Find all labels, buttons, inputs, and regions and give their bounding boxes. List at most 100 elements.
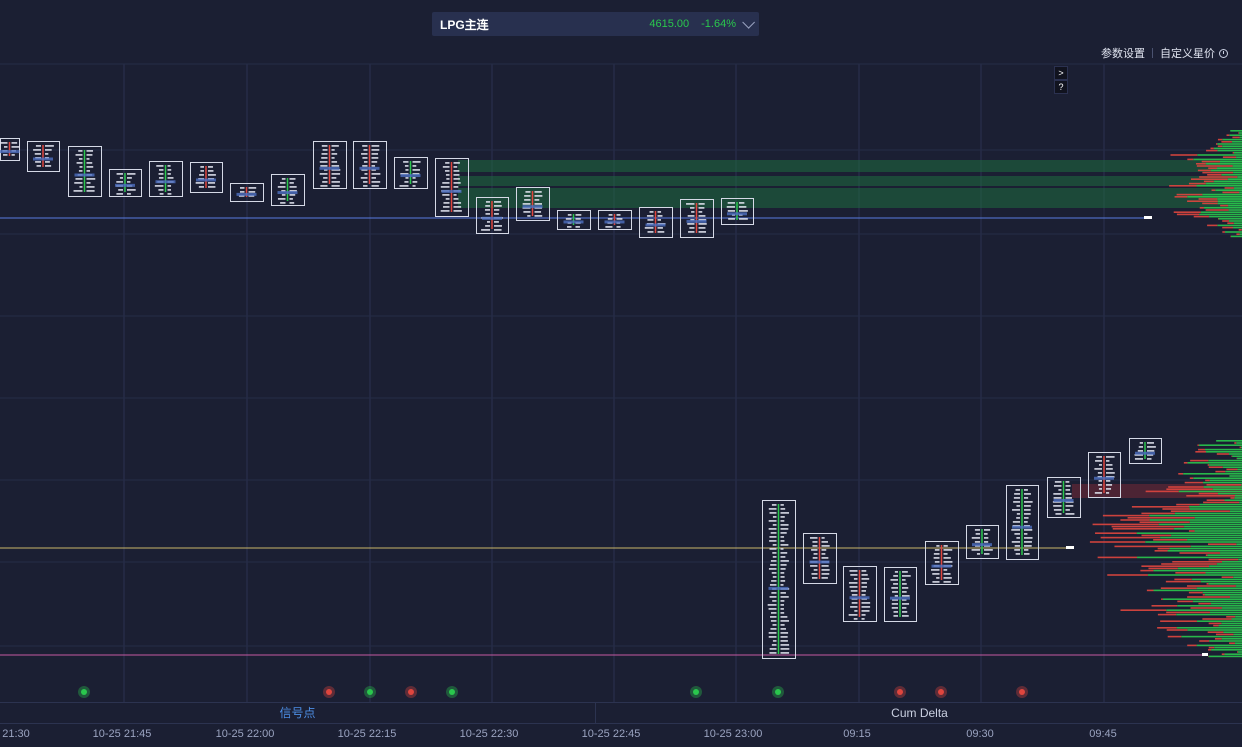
- volume-profile-bar: [1218, 218, 1242, 220]
- volume-profile-bar: [1231, 618, 1242, 620]
- volume-profile-bar: [1190, 607, 1222, 609]
- footprint-cell: [371, 145, 380, 147]
- volume-profile-bar: [1222, 145, 1242, 147]
- volume-profile-bar: [1192, 600, 1242, 603]
- footprint-cell: [1134, 458, 1143, 460]
- footprint-cell: [321, 157, 328, 159]
- volume-profile-bar: [1217, 143, 1242, 145]
- volume-band: [458, 198, 1242, 208]
- footprint-cell: [11, 154, 15, 156]
- volume-profile-bar: [1209, 565, 1242, 567]
- footprint-cell: [1098, 488, 1102, 490]
- help-button[interactable]: ?: [1054, 80, 1068, 94]
- footprint-cell: [534, 199, 540, 201]
- footprint-cell: [768, 528, 777, 530]
- footprint-cell: [1147, 458, 1152, 460]
- volume-profile-bar: [1198, 602, 1211, 605]
- symbol-selector[interactable]: LPG主连 4615.00 -1.64%: [432, 12, 759, 36]
- footprint-cell: [445, 174, 450, 176]
- volume-profile-bar: [1140, 569, 1154, 572]
- volume-profile-bar: [1209, 479, 1242, 482]
- footprint-cell: [1098, 484, 1102, 486]
- footprint-cell: [770, 532, 777, 534]
- footprint-cell: [371, 181, 381, 183]
- volume-profile-bar: [1173, 211, 1201, 213]
- footprint-cell: [199, 174, 204, 176]
- footprint-cell: [780, 520, 785, 522]
- volume-profile-bar: [1154, 550, 1168, 552]
- custom-price-link[interactable]: 自定义星价: [1160, 48, 1215, 60]
- volume-profile-bar: [1183, 525, 1242, 528]
- volume-profile-bar: [1157, 547, 1170, 550]
- footprint-cell: [769, 536, 777, 538]
- footprint-cell: [769, 540, 777, 542]
- footprint-cell: [86, 190, 95, 192]
- footprint-candle: [598, 210, 632, 230]
- footprint-cell: [780, 632, 789, 634]
- volume-profile-bar: [1238, 132, 1239, 134]
- footprint-cell: [1106, 460, 1110, 462]
- footprint-cell: [453, 162, 460, 164]
- footprint-cell: [780, 620, 790, 622]
- footprint-cell: [403, 161, 409, 163]
- volume-profile-bar: [1238, 132, 1242, 134]
- volume-profile-bar: [1230, 235, 1242, 238]
- footprint-cell: [686, 203, 695, 205]
- poc-marker: [1066, 546, 1074, 549]
- footprint-cell: [159, 193, 164, 195]
- footprint-cell: [331, 177, 337, 179]
- volume-profile-bar: [1107, 574, 1148, 576]
- volume-profile-bar: [1236, 233, 1240, 235]
- volume-profile-bar: [1227, 222, 1234, 224]
- volume-profile-bar: [1226, 616, 1236, 618]
- volume-profile-bar: [1220, 552, 1242, 554]
- footprint-cell: [362, 157, 368, 159]
- footprint-cell: [811, 573, 818, 575]
- volume-profile-bar: [1208, 649, 1212, 651]
- expand-button[interactable]: >: [1054, 66, 1068, 80]
- volume-profile-bar: [1226, 134, 1230, 136]
- time-label: 10-25 22:30: [459, 728, 519, 740]
- poc-cell: [522, 205, 543, 209]
- footprint-cell: [1053, 497, 1062, 499]
- time-label: 10-25 22:15: [337, 728, 397, 740]
- footprint-cell: [319, 173, 328, 175]
- footprint-cell: [127, 173, 136, 175]
- footprint-cell: [494, 205, 502, 207]
- tab-cum-delta[interactable]: Cum Delta: [891, 706, 948, 720]
- footprint-cell: [1024, 517, 1029, 519]
- time-label: 10-25 21:45: [92, 728, 152, 740]
- volume-profile-bar: [1139, 521, 1190, 523]
- footprint-chart[interactable]: [0, 0, 1242, 702]
- footprint-cell: [1012, 521, 1020, 523]
- poc-cell: [236, 192, 257, 196]
- footprint-cell: [158, 177, 164, 179]
- clock-icon[interactable]: [1219, 48, 1228, 58]
- volume-profile-bar: [1238, 558, 1242, 561]
- footprint-cell: [770, 620, 777, 622]
- volume-profile-bar: [1207, 554, 1242, 556]
- footprint-cell: [1065, 509, 1070, 511]
- footprint-cell: [768, 608, 777, 610]
- chevron-down-icon[interactable]: [742, 15, 755, 29]
- footprint-cell: [821, 577, 828, 579]
- volume-profile-bar: [1191, 578, 1242, 581]
- volume-profile-bar: [1215, 470, 1226, 473]
- footprint-cell: [809, 537, 818, 539]
- volume-profile-bar: [1168, 486, 1204, 488]
- footprint-cell: [321, 145, 328, 147]
- footprint-cell: [780, 548, 784, 550]
- params-settings-link[interactable]: 参数设置: [1101, 48, 1145, 60]
- poc-cell: [604, 220, 625, 224]
- volume-profile-bar: [1224, 231, 1242, 233]
- footprint-cell: [1054, 481, 1062, 483]
- volume-profile-bar: [1120, 519, 1150, 521]
- footprint-cell: [770, 560, 777, 562]
- tab-signal-points[interactable]: 信号点: [0, 703, 596, 723]
- footprint-cell: [404, 181, 409, 183]
- volume-profile-bar: [1210, 169, 1242, 172]
- poc-cell: [33, 157, 53, 161]
- footprint-cell: [281, 190, 286, 192]
- footprint-cell: [331, 157, 335, 159]
- volume-profile-bar: [1114, 545, 1191, 548]
